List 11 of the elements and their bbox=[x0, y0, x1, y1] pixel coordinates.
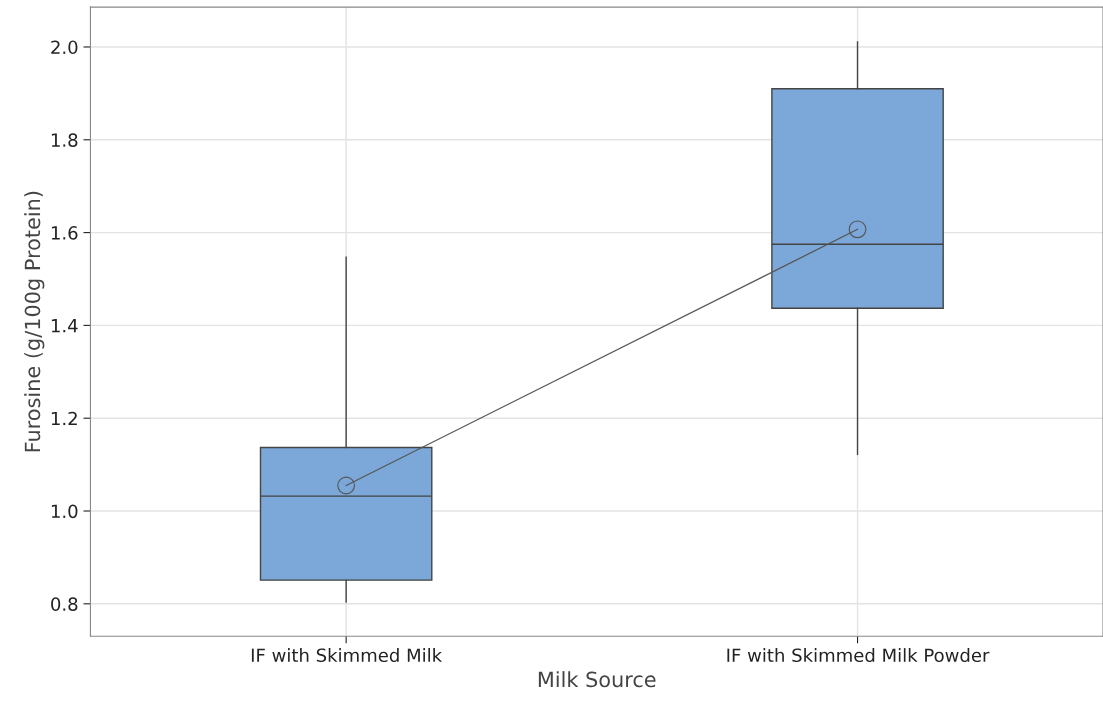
x-axis-title: Milk Source bbox=[538, 671, 656, 688]
y-tick-label: 2.0 bbox=[51, 40, 78, 55]
y-tick-label: 1.2 bbox=[51, 411, 77, 426]
y-tick-label: 1.4 bbox=[51, 319, 78, 333]
y-tick-label: 0.8 bbox=[51, 597, 78, 611]
y-tick-label: 1.6 bbox=[51, 226, 78, 240]
x-tick-label: IF with Skimmed Milk Powder bbox=[727, 648, 990, 663]
y-axis-title: Furosine (g/100g Protein) bbox=[24, 191, 45, 452]
y-tick-label: 1.0 bbox=[51, 504, 78, 519]
x-tick-label: IF with Skimmed Milk bbox=[251, 648, 443, 663]
y-tick-label: 1.8 bbox=[51, 133, 78, 147]
